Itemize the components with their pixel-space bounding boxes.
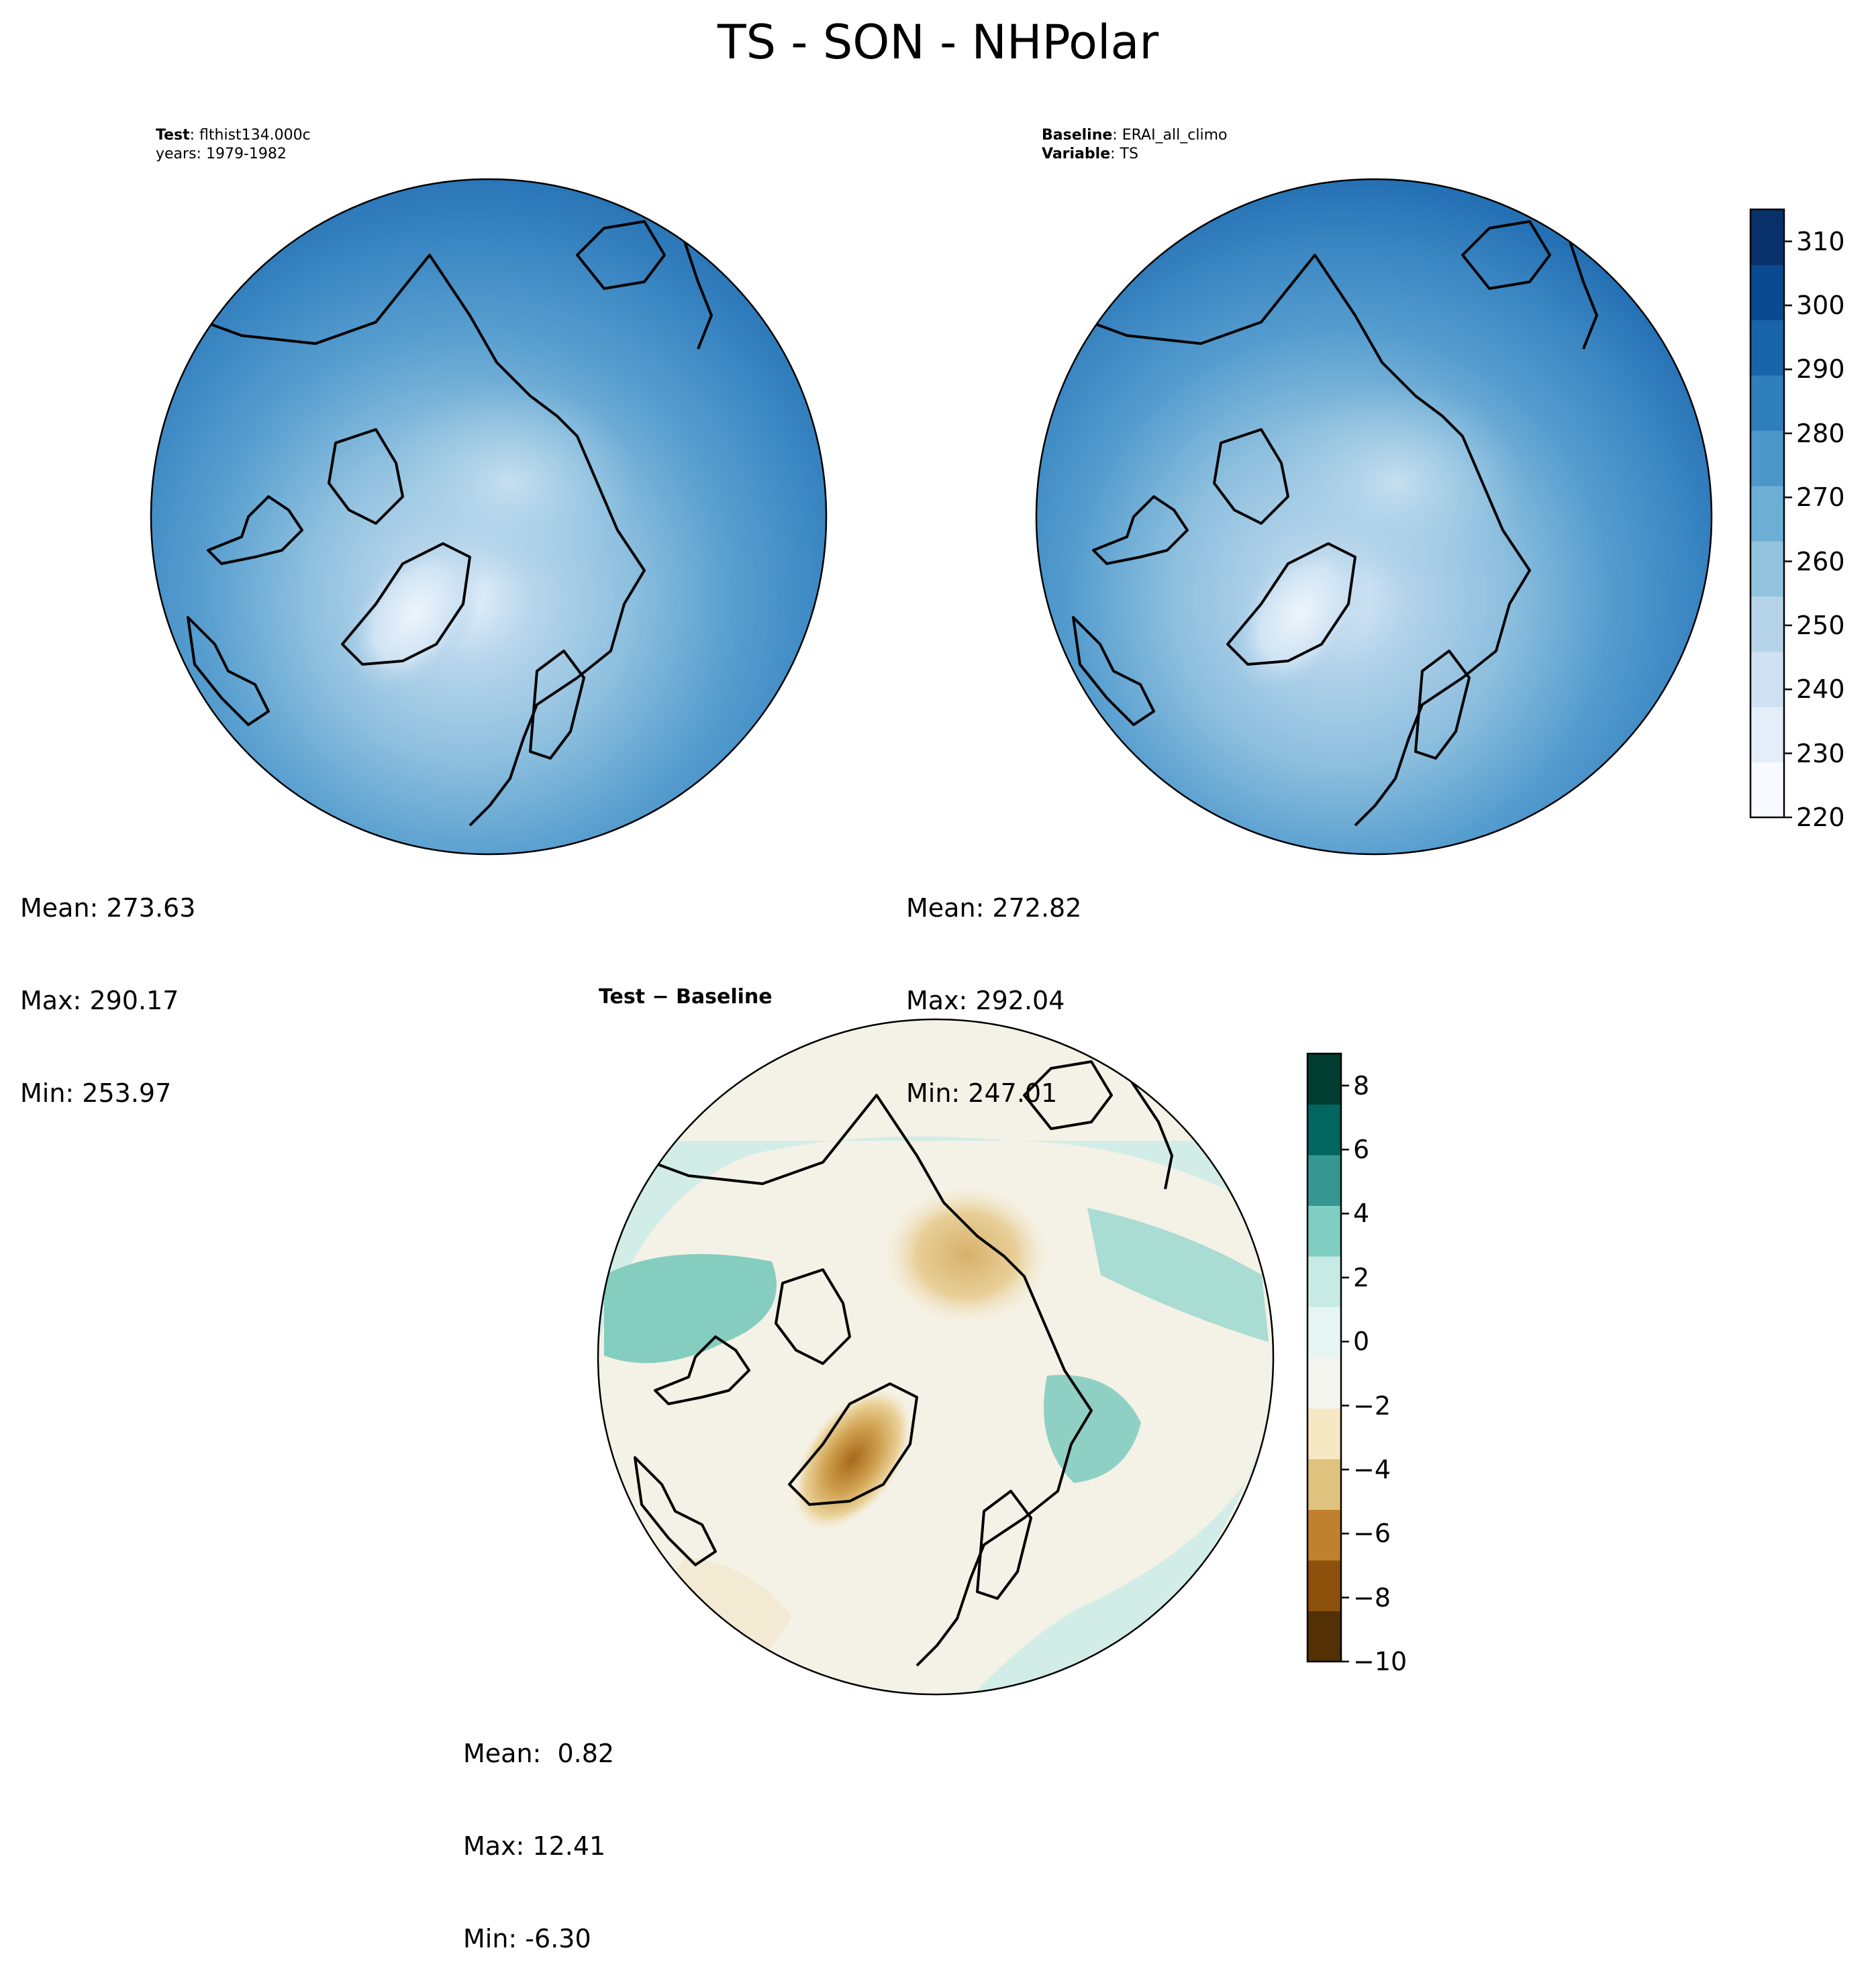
- baseline-max: Max: 292.04: [906, 986, 1065, 1015]
- diff-colorbar-tick-label: 8: [1353, 1070, 1370, 1101]
- cbarMain-segment: [1750, 264, 1784, 321]
- main-colorbar: [1749, 208, 1792, 819]
- figure-title: TS - SON - NHPolar: [717, 15, 1159, 70]
- cbarMain-segment: [1750, 209, 1784, 265]
- diff-min: Min: -6.30: [463, 1924, 591, 1953]
- main-colorbar-tick-label: 260: [1796, 546, 1845, 576]
- test-max: Max: 290.17: [20, 986, 179, 1015]
- cbarMain-segment: [1750, 651, 1784, 707]
- diff-mean: Mean: 0.82: [463, 1739, 615, 1768]
- cbarDiff-segment: [1307, 1509, 1341, 1561]
- cbarDiff-segment: [1307, 1155, 1341, 1206]
- cbarDiff-segment: [1307, 1307, 1341, 1358]
- difference-map: [597, 1018, 1275, 1696]
- cbarMain-segment: [1750, 707, 1784, 763]
- baseline-var-name: TS: [1120, 146, 1138, 162]
- diff-colorbar-tick-label: −6: [1353, 1519, 1391, 1549]
- maps-canvas: [150, 178, 1792, 1696]
- cbarDiff-segment: [1307, 1205, 1341, 1257]
- cbarDiff-segment: [1307, 1054, 1341, 1105]
- main-colorbar-tick-label: 240: [1796, 674, 1845, 705]
- cbarMain-segment: [1750, 485, 1784, 542]
- diff-colorbar-tick-label: 2: [1353, 1262, 1370, 1292]
- main-colorbar-tick-label: 270: [1796, 482, 1845, 513]
- diff-colorbar-tick-label: 6: [1353, 1135, 1370, 1165]
- baseline-case-label: Baseline: [1042, 127, 1113, 144]
- test-stats: Mean: 273.63 Max: 290.17 Min: 253.97: [20, 831, 195, 1139]
- baseline-stats: Mean: 272.82 Max: 292.04 Min: 247.01: [906, 831, 1081, 1139]
- diff-colorbar-tick-label: −4: [1353, 1454, 1391, 1484]
- diff-colorbar-tick-label: 4: [1353, 1199, 1370, 1229]
- main-colorbar-tick-label: 300: [1796, 291, 1845, 321]
- baseline-case-info: Baseline: ERAI_all_climo Variable: TS: [1042, 126, 1227, 164]
- baseline-min: Min: 247.01: [906, 1078, 1058, 1108]
- baseline-map: [1035, 178, 1713, 856]
- baseline-var-sep: :: [1110, 146, 1116, 162]
- baseline-case-name: ERAI_all_climo: [1122, 127, 1228, 144]
- main-colorbar-tick-label: 250: [1796, 610, 1845, 640]
- test-case-sep: :: [189, 127, 195, 144]
- diff-stats: Mean: 0.82 Max: 12.41 Min: -6.30: [463, 1676, 614, 1985]
- diff-colorbar-tick-label: 0: [1353, 1327, 1370, 1357]
- diff-colorbar-tick-label: −2: [1353, 1390, 1391, 1421]
- cbarMain-segment: [1750, 596, 1784, 652]
- cbarDiff-segment: [1307, 1560, 1341, 1611]
- diff-max: Max: 12.41: [463, 1831, 606, 1861]
- cbarDiff-segment: [1307, 1408, 1341, 1460]
- cbarDiff-segment: [1307, 1459, 1341, 1510]
- test-case-name: flthist134.000c: [199, 127, 311, 144]
- diff-colorbar-tick-label: −8: [1353, 1582, 1391, 1613]
- test-min: Min: 253.97: [20, 1078, 172, 1108]
- diff-colorbar: [1306, 1052, 1349, 1663]
- test-case-label: Test: [156, 127, 190, 144]
- cbarMain-frame: [1749, 208, 1785, 819]
- diff-colorbar-tick-label: −10: [1353, 1647, 1408, 1676]
- cbarMain-segment: [1750, 762, 1784, 818]
- test-mean: Mean: 273.63: [20, 893, 196, 923]
- baseline-case-sep: :: [1112, 127, 1118, 144]
- cbarDiff-segment: [1307, 1358, 1341, 1409]
- test-map: [150, 178, 828, 856]
- baseline-mean: Mean: 272.82: [906, 893, 1082, 923]
- cbarMain-segment: [1750, 375, 1784, 431]
- test-case-info: Test: flthist134.000c years: 1979-1982: [156, 126, 311, 164]
- cbarDiff-frame: [1306, 1052, 1342, 1663]
- main-colorbar-tick-label: 290: [1796, 354, 1845, 385]
- main-colorbar-tick-label: 220: [1796, 803, 1845, 832]
- cbarDiff-segment: [1307, 1256, 1341, 1307]
- diff-panel-title: Test − Baseline: [599, 985, 773, 1009]
- cbarMain-segment: [1750, 541, 1784, 597]
- main-colorbar-tick-label: 230: [1796, 738, 1845, 768]
- baseline-var-label: Variable: [1042, 146, 1111, 162]
- cbarMain-segment: [1750, 430, 1784, 487]
- cbarDiff-segment: [1307, 1104, 1341, 1156]
- main-colorbar-tick-label: 280: [1796, 418, 1845, 448]
- cbarDiff-segment: [1307, 1611, 1341, 1662]
- main-colorbar-tick-label: 310: [1796, 226, 1845, 256]
- cbarMain-segment: [1750, 319, 1784, 376]
- test-years: years: 1979-1982: [156, 146, 287, 162]
